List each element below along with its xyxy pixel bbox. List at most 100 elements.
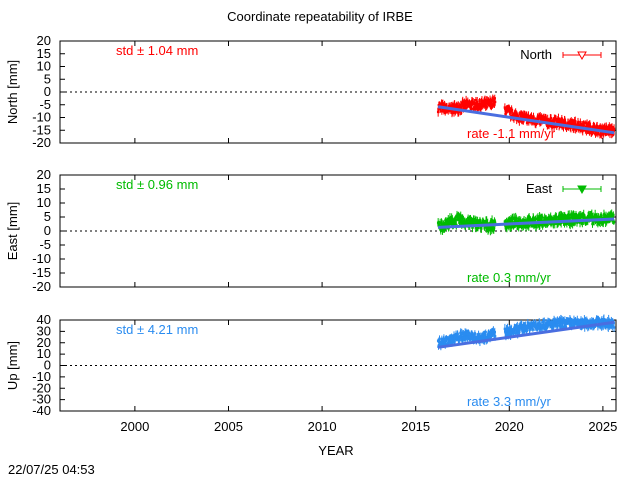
data-point-east <box>476 219 479 222</box>
y-tick-label-east: -20 <box>32 279 51 294</box>
data-point-east <box>493 221 497 224</box>
data-point-up <box>528 328 532 331</box>
data-point-north <box>490 99 494 103</box>
data-point-east <box>553 222 556 226</box>
timestamp-footer: 22/07/25 04:53 <box>8 462 95 477</box>
data-point-up <box>508 330 511 333</box>
data-point-north <box>440 110 444 113</box>
legend-marker-icon-north <box>577 51 587 61</box>
data-point-north <box>475 104 478 107</box>
data-point-east <box>573 216 577 219</box>
data-point-up <box>540 324 543 327</box>
y-tick-label-up: -40 <box>32 403 51 418</box>
data-point-north <box>554 116 557 120</box>
data-point-up <box>521 329 524 332</box>
data-point-east <box>520 226 524 229</box>
data-point-up <box>467 331 471 335</box>
y-tick-label-north: -10 <box>32 110 51 125</box>
x-tick-label: 2025 <box>588 419 617 434</box>
data-point-east <box>581 214 585 218</box>
data-point-up <box>573 323 576 326</box>
data-point-up <box>559 318 563 321</box>
data-point-east <box>513 217 516 221</box>
data-point-north <box>608 127 611 131</box>
data-point-up <box>564 325 568 329</box>
data-point-north <box>452 110 456 114</box>
data-point-east <box>505 221 508 224</box>
data-point-north <box>520 120 523 123</box>
trend-line-up <box>437 320 615 349</box>
data-point-east <box>535 225 538 228</box>
data-point-east <box>468 216 471 220</box>
data-point-east <box>552 223 555 226</box>
data-point-up <box>570 324 573 328</box>
data-point-north <box>596 133 600 136</box>
data-point-north <box>560 125 564 128</box>
data-point-north <box>590 132 593 135</box>
data-point-north <box>572 121 575 124</box>
data-point-up <box>523 322 526 326</box>
data-point-east <box>444 221 447 225</box>
data-point-east <box>506 219 510 222</box>
data-point-north <box>588 131 591 134</box>
data-point-east <box>597 216 600 220</box>
y-tick-label-up: -30 <box>32 392 51 407</box>
data-point-east <box>471 226 474 229</box>
data-point-north <box>574 120 577 123</box>
data-point-east <box>578 213 581 216</box>
data-point-north <box>585 122 589 125</box>
data-point-east <box>447 217 450 221</box>
data-point-north <box>532 115 535 118</box>
data-point-east <box>442 222 446 226</box>
data-point-east <box>519 219 522 222</box>
data-point-north <box>586 129 590 133</box>
data-point-north <box>559 120 563 123</box>
data-point-up <box>506 327 509 330</box>
y-tick-label-up: 40 <box>37 312 51 327</box>
data-point-up <box>474 335 477 339</box>
data-point-up <box>611 324 614 328</box>
data-point-north <box>518 120 521 123</box>
data-point-up <box>586 319 589 322</box>
data-point-east <box>486 222 489 225</box>
data-point-north <box>530 114 533 118</box>
data-point-east <box>563 213 567 217</box>
data-point-north <box>483 99 487 102</box>
data-point-east <box>489 229 492 232</box>
data-point-east <box>572 214 576 217</box>
data-point-up <box>608 320 611 323</box>
y-tick-label-north: -5 <box>39 97 51 112</box>
x-tick-label: 2020 <box>495 419 524 434</box>
data-point-north <box>437 107 441 111</box>
data-point-north <box>582 123 585 127</box>
data-point-north <box>594 133 598 136</box>
data-point-north <box>478 99 481 102</box>
data-point-east <box>451 218 454 221</box>
data-point-up <box>569 322 572 325</box>
data-point-east <box>511 217 514 220</box>
data-point-up <box>592 320 595 323</box>
y-tick-label-up: 20 <box>37 335 51 350</box>
data-point-up <box>545 326 549 329</box>
data-point-east <box>601 222 604 226</box>
data-point-north <box>515 118 518 122</box>
data-point-up <box>470 331 474 334</box>
data-point-east <box>490 219 494 222</box>
y-axis-label-east: East [mm] <box>5 202 20 261</box>
data-point-up <box>526 321 529 324</box>
y-tick-label-north: 5 <box>44 71 51 86</box>
data-point-up <box>438 337 441 341</box>
y-tick-label-east: 5 <box>44 209 51 224</box>
data-point-north <box>601 125 604 129</box>
y-tick-label-north: 15 <box>37 46 51 61</box>
data-point-up <box>453 339 456 343</box>
data-point-up <box>440 337 444 341</box>
data-point-up <box>579 323 582 327</box>
data-point-up <box>483 332 486 335</box>
data-point-north <box>519 111 523 114</box>
data-point-up <box>538 321 541 325</box>
data-point-east <box>457 213 460 217</box>
data-point-north <box>470 107 473 110</box>
data-point-up <box>574 318 577 321</box>
